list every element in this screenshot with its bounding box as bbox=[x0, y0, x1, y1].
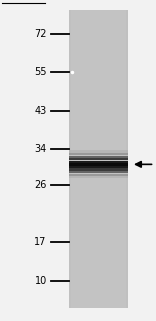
Text: KDa: KDa bbox=[2, 0, 24, 2]
Bar bbox=[69, 160, 128, 163]
Bar bbox=[69, 153, 128, 155]
Bar bbox=[71, 10, 126, 308]
Bar bbox=[69, 171, 128, 173]
Text: 72: 72 bbox=[34, 29, 47, 39]
Bar bbox=[69, 10, 128, 308]
Text: 55: 55 bbox=[34, 67, 47, 77]
Bar bbox=[69, 150, 128, 152]
Bar bbox=[69, 166, 128, 168]
Bar bbox=[69, 163, 128, 166]
Text: 34: 34 bbox=[34, 144, 47, 154]
Text: 17: 17 bbox=[34, 237, 47, 247]
Bar bbox=[69, 155, 128, 158]
Bar bbox=[69, 176, 128, 178]
Text: A: A bbox=[94, 0, 103, 2]
Bar bbox=[69, 168, 128, 171]
Text: 10: 10 bbox=[34, 276, 47, 286]
Text: 26: 26 bbox=[34, 179, 47, 190]
Bar bbox=[69, 158, 128, 160]
Bar bbox=[69, 173, 128, 176]
Text: 43: 43 bbox=[34, 106, 47, 116]
